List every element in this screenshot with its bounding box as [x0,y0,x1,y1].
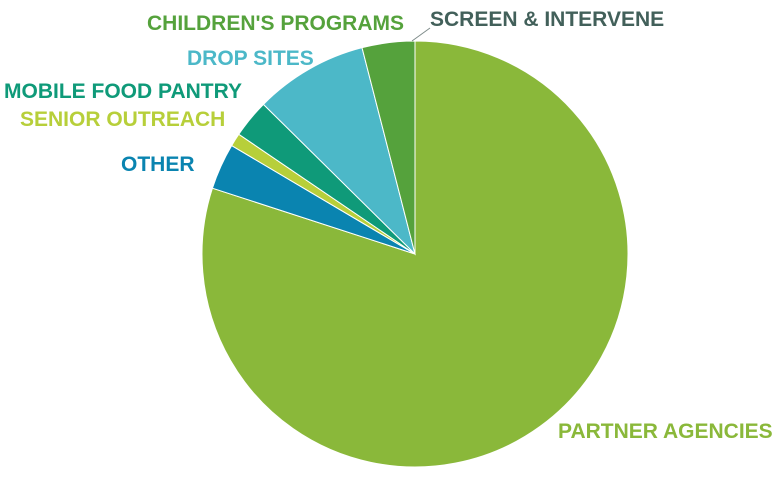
screen-intervene-leader-line [411,27,431,42]
pie-labels: PARTNER AGENCIES OTHER SENIOR OUTREACH M… [4,8,773,443]
pie-slices [201,40,629,468]
label-senior-outreach: SENIOR OUTREACH [20,108,225,131]
label-partner-agencies: PARTNER AGENCIES [558,420,773,443]
label-drop-sites: DROP SITES [187,47,314,70]
slice-children-s-programs [361,40,416,255]
label-childrens-programs: CHILDREN'S PROGRAMS [147,12,404,35]
label-other: OTHER [121,153,195,176]
slice-drop-sites [262,47,416,256]
label-mobile-food-pantry: MOBILE FOOD PANTRY [4,80,242,103]
label-screen-intervene: SCREEN & INTERVENE [430,8,664,31]
